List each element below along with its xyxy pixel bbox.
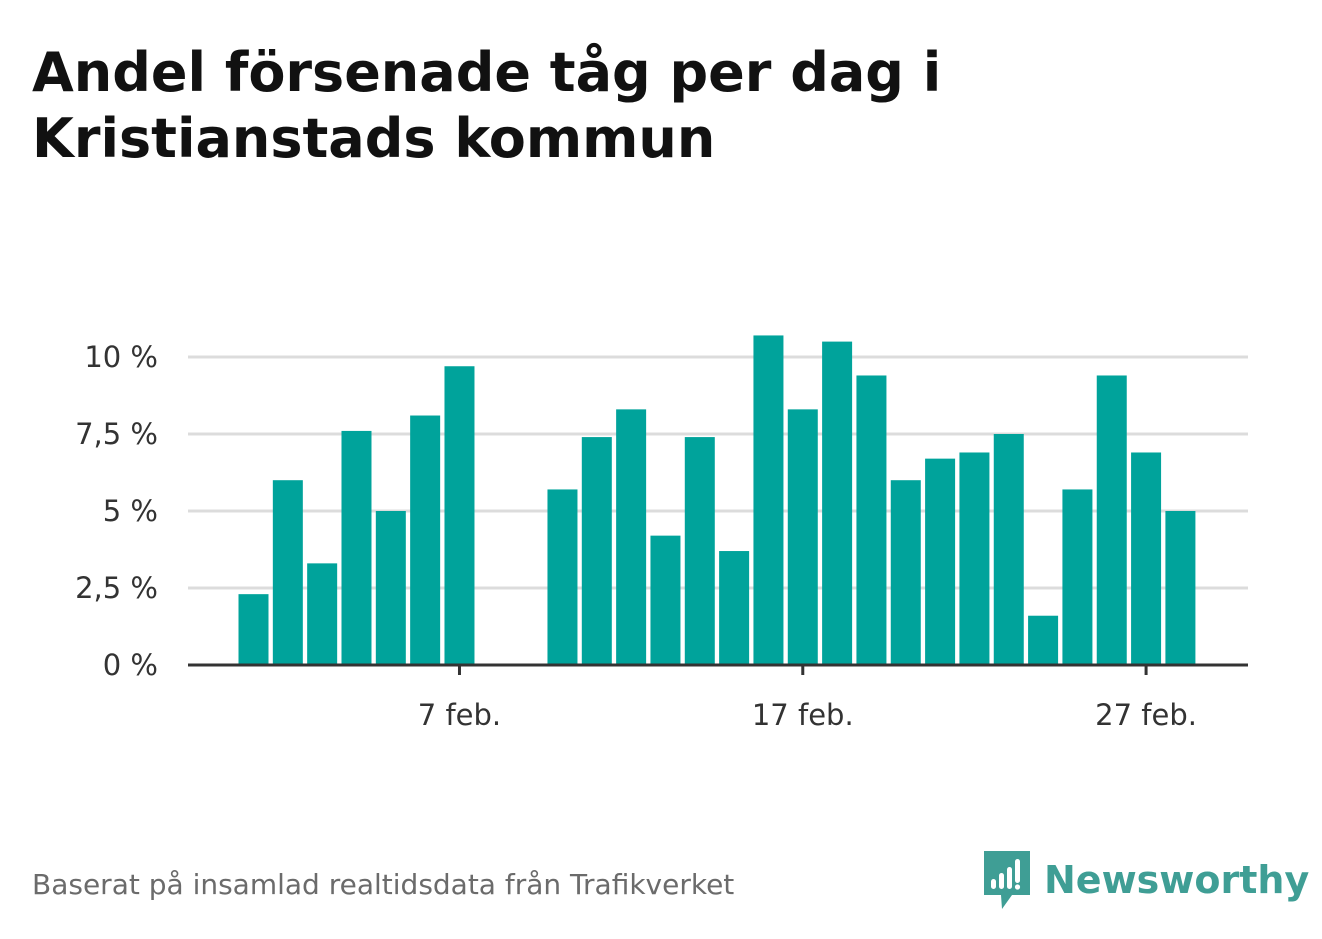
bar <box>925 458 956 665</box>
bar <box>272 480 303 665</box>
bar <box>650 535 681 665</box>
bar <box>444 366 475 665</box>
chart-title-line-1: Andel försenade tåg per dag i <box>32 41 942 104</box>
bar <box>1096 375 1127 665</box>
bar <box>581 437 612 665</box>
bar <box>238 594 269 665</box>
x-tick-labels: 7 feb. 17 feb. 27 feb. <box>418 698 1197 732</box>
bar <box>787 409 818 665</box>
bar <box>1062 489 1093 665</box>
y-tick-label: 2,5 % <box>75 571 158 605</box>
y-tick-label: 5 % <box>103 494 158 528</box>
bar <box>822 341 853 665</box>
bars <box>238 335 1196 665</box>
brand-name: Newsworthy <box>1044 858 1310 902</box>
x-tick-label: 27 feb. <box>1095 698 1197 732</box>
bar <box>684 437 715 665</box>
y-tick-label: 0 % <box>103 648 158 682</box>
y-tick-labels: 0 % 2,5 % 5 % 7,5 % 10 % <box>75 340 158 682</box>
bar <box>341 430 372 665</box>
bar <box>375 511 406 665</box>
bar <box>719 551 750 665</box>
x-tick-label: 7 feb. <box>418 698 501 732</box>
bar <box>1131 452 1162 665</box>
newsworthy-logo-icon <box>984 851 1030 909</box>
bar <box>890 480 921 665</box>
bar <box>753 335 784 665</box>
bar <box>410 415 441 665</box>
bar <box>616 409 647 665</box>
bar <box>959 452 990 665</box>
bar <box>547 489 578 665</box>
x-tick-label: 17 feb. <box>752 698 854 732</box>
bar <box>1165 511 1196 665</box>
bar <box>1028 615 1059 665</box>
x-axis <box>188 663 1248 675</box>
source-note: Baserat på insamlad realtidsdata från Tr… <box>32 868 735 901</box>
chart-title-line-2: Kristianstads kommun <box>32 107 716 170</box>
brand-logo: Newsworthy <box>982 848 1309 912</box>
y-tick-label: 7,5 % <box>75 417 158 451</box>
bar <box>993 434 1024 665</box>
bar <box>856 375 887 665</box>
y-tick-label: 10 % <box>84 340 158 374</box>
bar <box>307 563 338 665</box>
chart-title: Andel försenade tåg per dag i Kristianst… <box>32 40 1232 172</box>
